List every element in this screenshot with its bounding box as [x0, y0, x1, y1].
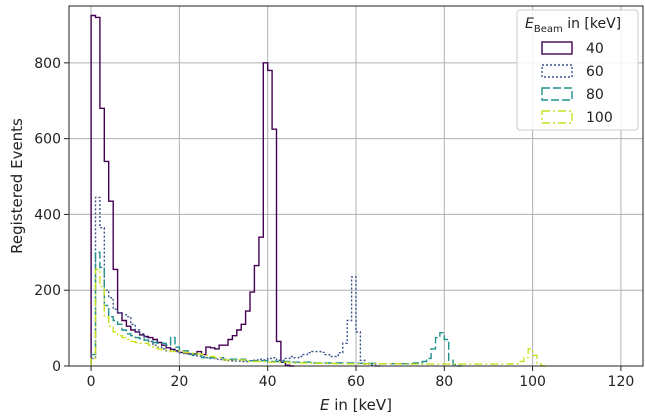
series-group — [90, 14, 546, 367]
x-tick-label: 100 — [519, 374, 546, 390]
y-tick-label: 600 — [34, 132, 61, 148]
series-100-line — [90, 268, 546, 367]
legend-swatch-60 — [541, 64, 573, 78]
y-tick-label: 800 — [34, 56, 61, 72]
legend-label-40: 40 — [586, 41, 604, 57]
x-tick-label: 60 — [347, 374, 365, 390]
legend-swatch-100 — [541, 110, 573, 124]
y-axis-label: Registered Events — [8, 118, 26, 254]
x-tick-label: 40 — [259, 374, 277, 390]
x-tick-label: 0 — [87, 374, 96, 390]
legend-label-100: 100 — [586, 110, 613, 126]
series-80-line — [90, 251, 462, 367]
legend-swatch-80 — [541, 87, 573, 101]
x-tick-label: 80 — [435, 374, 453, 390]
legend-swatch-40 — [541, 41, 573, 55]
x-tick-label: 20 — [170, 374, 188, 390]
legend-entries: 40 60 80 100 — [541, 41, 613, 126]
series-60-line — [90, 196, 383, 367]
y-tick-label: 200 — [34, 283, 61, 299]
legend-title: EBeam in [keV] — [525, 16, 621, 35]
legend-label-60: 60 — [586, 64, 604, 80]
legend: EBeam in [keV] 40 60 80 100 — [516, 9, 639, 131]
y-tick-label: 0 — [52, 359, 61, 375]
legend-label-80: 80 — [586, 87, 604, 103]
ticks: 0 20 40 60 80 100 120 0 200 400 600 800 — [34, 56, 634, 390]
x-axis-label: E in [keV] — [320, 396, 392, 414]
x-tick-label: 120 — [608, 374, 635, 390]
y-tick-label: 400 — [34, 207, 61, 223]
